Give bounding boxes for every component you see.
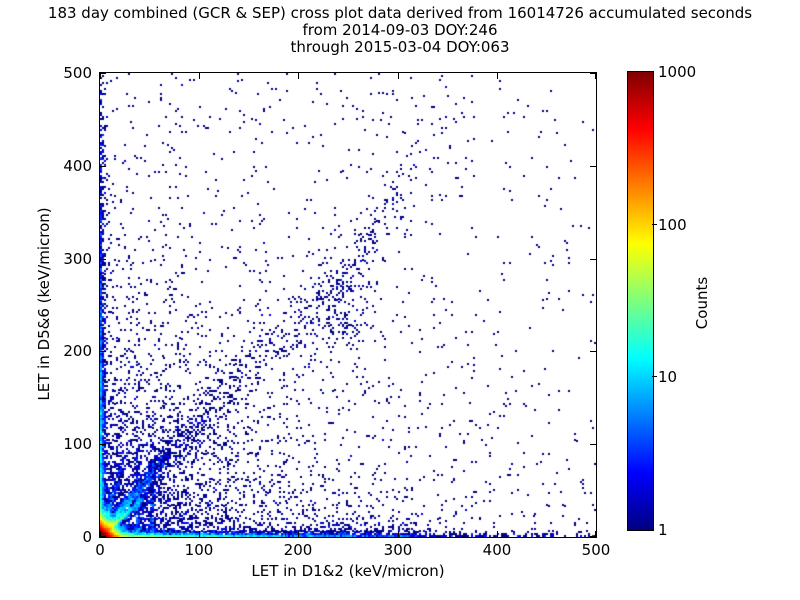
- tick-mark: [100, 259, 106, 260]
- y-tick-label: 100: [63, 435, 92, 453]
- y-tick-label: 0: [82, 528, 92, 546]
- colorbar-tick-mark: [652, 376, 657, 377]
- tick-mark: [100, 351, 106, 352]
- tick-mark: [497, 531, 498, 537]
- tick-mark: [199, 73, 200, 79]
- tick-mark: [590, 351, 596, 352]
- plot-area: [99, 72, 597, 538]
- tick-mark: [298, 73, 299, 79]
- chart-title-line-1: 183 day combined (GCR & SEP) cross plot …: [47, 4, 753, 22]
- tick-mark: [590, 73, 596, 74]
- tick-mark: [100, 531, 101, 537]
- tick-mark: [100, 166, 106, 167]
- x-tick-label: 500: [581, 541, 611, 559]
- x-tick-label: 100: [184, 541, 214, 559]
- colorbar-tick-label: 100: [658, 215, 687, 234]
- chart-title-line-3: through 2015-03-04 DOY:063: [290, 38, 510, 56]
- tick-mark: [595, 531, 596, 537]
- y-tick-label: 300: [63, 250, 92, 268]
- colorbar-tick-label: 1000: [658, 63, 697, 81]
- y-tick-label: 500: [63, 64, 92, 82]
- colorbar: [627, 71, 654, 531]
- colorbar-tick-mark: [652, 224, 657, 225]
- y-tick-label: 400: [63, 157, 92, 175]
- scatter-canvas: [100, 73, 596, 537]
- y-tick-label: 200: [63, 342, 92, 360]
- tick-mark: [100, 73, 101, 79]
- tick-mark: [595, 73, 596, 79]
- tick-mark: [199, 531, 200, 537]
- x-tick-label: 400: [482, 541, 512, 559]
- tick-mark: [590, 259, 596, 260]
- tick-mark: [590, 166, 596, 167]
- x-tick-label: 300: [383, 541, 413, 559]
- x-tick-label: 0: [95, 541, 105, 559]
- tick-mark: [398, 73, 399, 79]
- chart-title-line-2: from 2014-09-03 DOY:246: [302, 21, 498, 39]
- tick-mark: [398, 531, 399, 537]
- tick-mark: [100, 73, 106, 74]
- tick-mark: [497, 73, 498, 79]
- x-tick-label: 200: [283, 541, 313, 559]
- tick-mark: [100, 536, 106, 537]
- tick-mark: [590, 536, 596, 537]
- tick-mark: [590, 444, 596, 445]
- colorbar-tick-label: 1: [658, 521, 668, 539]
- x-axis-label: LET in D1&2 (keV/micron): [251, 562, 445, 580]
- tick-mark: [298, 531, 299, 537]
- colorbar-tick-label: 10: [658, 368, 678, 387]
- tick-mark: [100, 444, 106, 445]
